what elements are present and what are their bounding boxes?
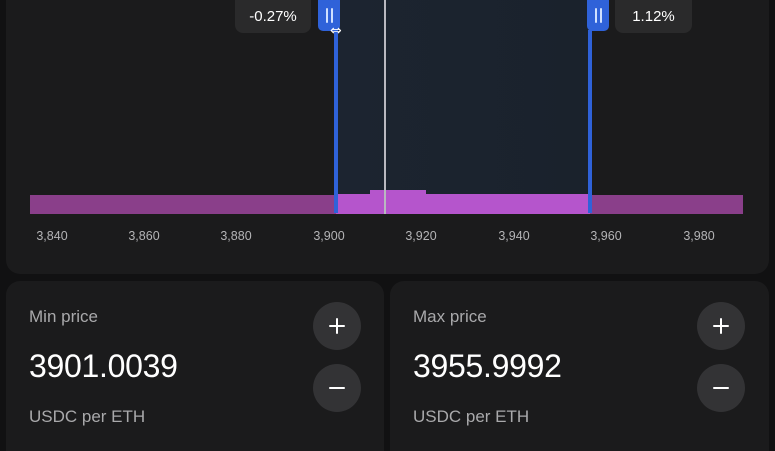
grip-bar <box>330 8 333 23</box>
max-price-label: Max price <box>413 307 487 326</box>
min-price-decrease-button[interactable] <box>313 364 361 412</box>
upper-percent-label: 1.12% <box>615 0 692 33</box>
liquidity-peak <box>370 190 426 196</box>
min-price-increase-button[interactable] <box>313 302 361 350</box>
minus-icon <box>713 387 729 389</box>
x-axis-tick: 3,920 <box>405 229 437 243</box>
lower-percent-label: -0.27% <box>235 0 311 33</box>
grip-icon <box>325 8 328 23</box>
x-axis-tick: 3,940 <box>498 229 530 243</box>
x-axis-tick: 3,900 <box>313 229 345 243</box>
min-price-unit: USDC per ETH <box>29 407 146 426</box>
move-cursor-icon: ⇔ <box>330 23 342 39</box>
upper-range-handle-line[interactable] <box>588 30 592 213</box>
grip-bar <box>599 8 602 23</box>
liquidity-in-range <box>336 194 590 214</box>
lower-range-handle-line[interactable] <box>334 30 338 213</box>
plus-icon <box>713 318 729 334</box>
max-price-value[interactable]: 3955.9992 <box>413 348 562 384</box>
min-price-value[interactable]: 3901.0039 <box>29 348 178 384</box>
selected-range-area <box>336 0 590 214</box>
x-axis-tick: 3,860 <box>128 229 160 243</box>
lower-range-handle[interactable] <box>318 0 340 31</box>
min-price-card: Min price 3901.0039 USDC per ETH <box>6 281 384 451</box>
x-axis-tick: 3,980 <box>683 229 715 243</box>
grip-icon <box>594 8 597 23</box>
x-axis-tick: 3,880 <box>220 229 252 243</box>
upper-range-handle[interactable] <box>587 0 609 31</box>
max-price-decrease-button[interactable] <box>697 364 745 412</box>
x-axis-tick: 3,960 <box>590 229 622 243</box>
minus-icon <box>329 387 345 389</box>
plus-icon <box>329 318 345 334</box>
min-price-label: Min price <box>29 307 98 326</box>
max-price-card: Max price 3955.9992 USDC per ETH <box>390 281 769 451</box>
max-price-unit: USDC per ETH <box>413 407 530 426</box>
x-axis-tick: 3,840 <box>36 229 68 243</box>
current-price-line <box>384 0 386 214</box>
max-price-increase-button[interactable] <box>697 302 745 350</box>
